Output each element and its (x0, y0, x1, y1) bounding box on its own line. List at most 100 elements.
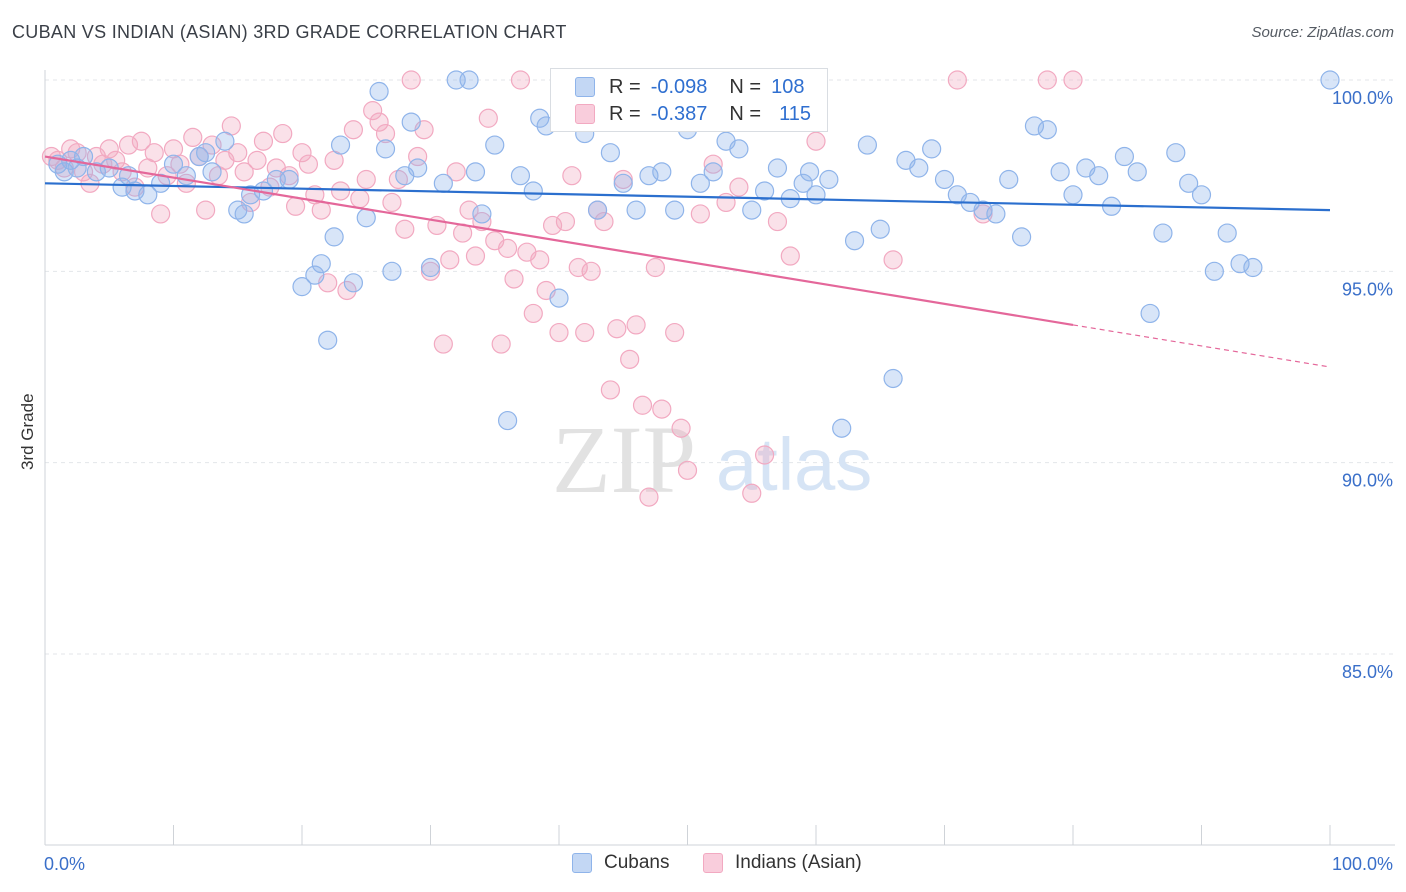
cubans-r-value: -0.098 (650, 75, 708, 98)
cubans-swatch (575, 77, 595, 97)
cubans-point (459, 70, 479, 90)
cubans-point (112, 177, 132, 197)
indians-point (375, 123, 396, 144)
cubans-point (1011, 227, 1032, 247)
indians-point (247, 150, 267, 170)
legend-row-cubans: R = -0.098 N = 108 (575, 74, 804, 100)
indians-point (273, 123, 293, 144)
indians-point (369, 112, 389, 132)
cubans-point (1140, 303, 1160, 324)
x-tick-labels: 0.0% 100.0% (44, 854, 1393, 874)
cubans-point (472, 204, 492, 224)
indians-r-value: -0.387 (650, 102, 708, 125)
cubans-point (626, 200, 646, 220)
y-tick-labels: 100.0% 95.0% 90.0% 85.0% (1332, 88, 1393, 682)
indians-point (568, 257, 588, 278)
cubans-point (375, 139, 396, 159)
cubans-point (1089, 166, 1109, 186)
cubans-point (324, 227, 344, 247)
cubans-point (465, 162, 486, 182)
indians-point (491, 334, 511, 354)
cubans-point (690, 173, 710, 193)
cubans-point (279, 169, 299, 190)
indians-point (472, 211, 492, 232)
source-label: Source: ZipAtlas.com (1251, 24, 1394, 41)
cubans-point (973, 200, 993, 220)
indians-point (575, 322, 595, 343)
indians-point (330, 181, 351, 201)
cubans-point (1153, 223, 1173, 243)
indians-legend-swatch (703, 853, 723, 873)
cubans-point (420, 257, 441, 278)
cubans-point (1166, 143, 1186, 163)
trend-lines (44, 155, 1331, 368)
indians-point (408, 146, 428, 167)
cubans-point (1127, 162, 1147, 182)
cubans-point (799, 162, 820, 182)
cubans-point (549, 288, 569, 308)
cubans-point (1063, 185, 1083, 205)
indians-point (581, 261, 601, 281)
indians-point (234, 162, 254, 182)
indians-point (645, 257, 665, 278)
indians-n-value: 115 (779, 102, 811, 125)
cubans-point (292, 277, 312, 297)
indians-point (343, 120, 363, 140)
legend-item-indians[interactable]: Indians (Asian) (703, 852, 862, 874)
cubans-point (819, 169, 839, 190)
cubans-point (870, 219, 890, 239)
axes (44, 70, 1395, 846)
indians-point (363, 101, 383, 121)
indians-n-label: N = (729, 102, 762, 125)
cubans-legend-label: Cubans (604, 852, 670, 873)
indians-point (594, 211, 614, 232)
indians-point (183, 127, 203, 147)
cubans-point (754, 181, 775, 201)
stats-legend: R = -0.098 N = 108 R = -0.387 N = 115 (550, 68, 828, 132)
cubans-point (1243, 257, 1263, 278)
indians-legend-label: Indians (Asian) (735, 852, 862, 873)
indians-point (555, 211, 576, 232)
cubans-point (356, 208, 376, 228)
cubans-point (1217, 223, 1237, 243)
indians-point (947, 70, 967, 90)
indians-point (780, 246, 800, 266)
indians-point (292, 143, 312, 163)
legend-row-indians: R = -0.387 N = 115 (575, 101, 811, 127)
indians-point (356, 169, 376, 190)
indians-point (401, 70, 421, 90)
cubans-point (665, 200, 685, 220)
legend-item-cubans[interactable]: Cubans (572, 852, 670, 874)
indians-point (151, 204, 171, 224)
cubans-point (1050, 162, 1070, 182)
cubans-point (986, 204, 1006, 224)
indians-point (562, 166, 582, 186)
indians-trend-line-extrapolated (1072, 324, 1331, 368)
indians-point (806, 131, 826, 151)
cubans-trend-line (44, 182, 1331, 212)
indians-point (504, 269, 524, 289)
indians-point (1063, 70, 1083, 90)
cubans-point (1230, 254, 1250, 274)
watermark: ZIP atlas (552, 406, 872, 513)
indians-point (131, 131, 151, 151)
indians-point (716, 192, 736, 213)
cubans-point (1037, 120, 1057, 140)
indians-point (440, 250, 460, 270)
indians-point (106, 150, 126, 170)
cubans-point (369, 81, 389, 102)
indians-point (170, 154, 190, 174)
cubans-point (767, 158, 788, 178)
cubans-point (401, 112, 421, 132)
indians-point (742, 483, 762, 503)
cubans-point (498, 410, 518, 431)
indians-point (478, 108, 498, 128)
indians-point (202, 135, 222, 155)
indians-point (754, 445, 775, 465)
cubans-point (703, 162, 723, 182)
cubans-point (909, 158, 929, 178)
cubans-point (54, 162, 74, 182)
cubans-point (433, 173, 453, 193)
cubans-point (311, 254, 331, 274)
cubans-legend-swatch (572, 853, 592, 873)
